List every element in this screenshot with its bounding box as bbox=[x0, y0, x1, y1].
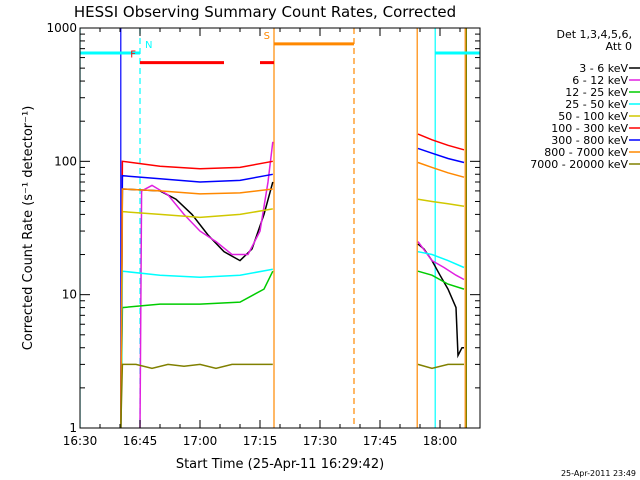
series-line-7-0 bbox=[120, 188, 273, 428]
x-tick-label: 18:00 bbox=[423, 434, 458, 448]
legend-entry-label: 12 - 25 keV bbox=[565, 86, 628, 99]
x-tick-label: 17:45 bbox=[363, 434, 398, 448]
y-tick-label: 100 bbox=[54, 154, 77, 168]
x-tick-label: 17:15 bbox=[243, 434, 278, 448]
plot-area bbox=[80, 28, 480, 428]
series-line-3-1 bbox=[417, 250, 465, 269]
legend-entry-label: 800 - 7000 keV bbox=[544, 146, 628, 159]
legend-entry-label: 300 - 800 keV bbox=[551, 134, 628, 147]
x-tick-label: 17:00 bbox=[183, 434, 218, 448]
series-line-5-0 bbox=[120, 160, 273, 428]
chart-title: HESSI Observing Summary Count Rates, Cor… bbox=[74, 3, 456, 21]
legend-entry-label: 100 - 300 keV bbox=[551, 122, 628, 135]
series-line-8-1 bbox=[417, 363, 464, 370]
series-line-7-1 bbox=[417, 161, 465, 178]
y-tick-label: 1 bbox=[69, 421, 77, 435]
legend-header: Att 0 bbox=[606, 40, 632, 53]
series-line-6-1 bbox=[417, 147, 465, 164]
flag-label: N bbox=[145, 40, 152, 51]
legend-entry-label: 50 - 100 keV bbox=[558, 110, 628, 123]
series-line-4-1 bbox=[417, 198, 465, 208]
series-line-4-0 bbox=[120, 208, 273, 428]
series-line-2-0 bbox=[120, 270, 274, 428]
series-line-2-1 bbox=[417, 270, 465, 290]
legend-entry-label: 25 - 50 keV bbox=[565, 98, 628, 111]
footer-timestamp: 25-Apr-2011 23:49 bbox=[561, 469, 636, 478]
y-tick-label: 10 bbox=[62, 288, 77, 302]
legend-entry-label: 7000 - 20000 keV bbox=[530, 158, 628, 171]
axis-ticks: 16:30 16:45 17:00 17:15 17:30 17:45 18:00 1 10 10… bbox=[46, 21, 480, 448]
series-line-0-1 bbox=[417, 243, 464, 359]
legend-entry-label: 3 - 6 keV bbox=[579, 62, 628, 75]
y-axis-label: Corrected Count Rate (s⁻¹ detector⁻¹) bbox=[21, 106, 36, 351]
legend-entry-label: 6 - 12 keV bbox=[572, 74, 628, 87]
legend-header: Det 1,3,4,5,6, bbox=[556, 28, 632, 41]
series-line-1-0 bbox=[139, 141, 274, 428]
flag-label: F bbox=[130, 50, 136, 61]
y-tick-label: 1000 bbox=[46, 21, 77, 35]
x-axis-label: Start Time (25-Apr-11 16:29:42) bbox=[176, 457, 384, 472]
flag-label: S bbox=[264, 31, 270, 42]
x-tick-label: 16:45 bbox=[123, 434, 158, 448]
series-line-3-0 bbox=[120, 268, 273, 428]
x-tick-label: 17:30 bbox=[303, 434, 338, 448]
series-line-5-1 bbox=[417, 133, 465, 151]
series-line-8-0 bbox=[120, 363, 273, 428]
x-tick-label: 16:30 bbox=[63, 434, 98, 448]
